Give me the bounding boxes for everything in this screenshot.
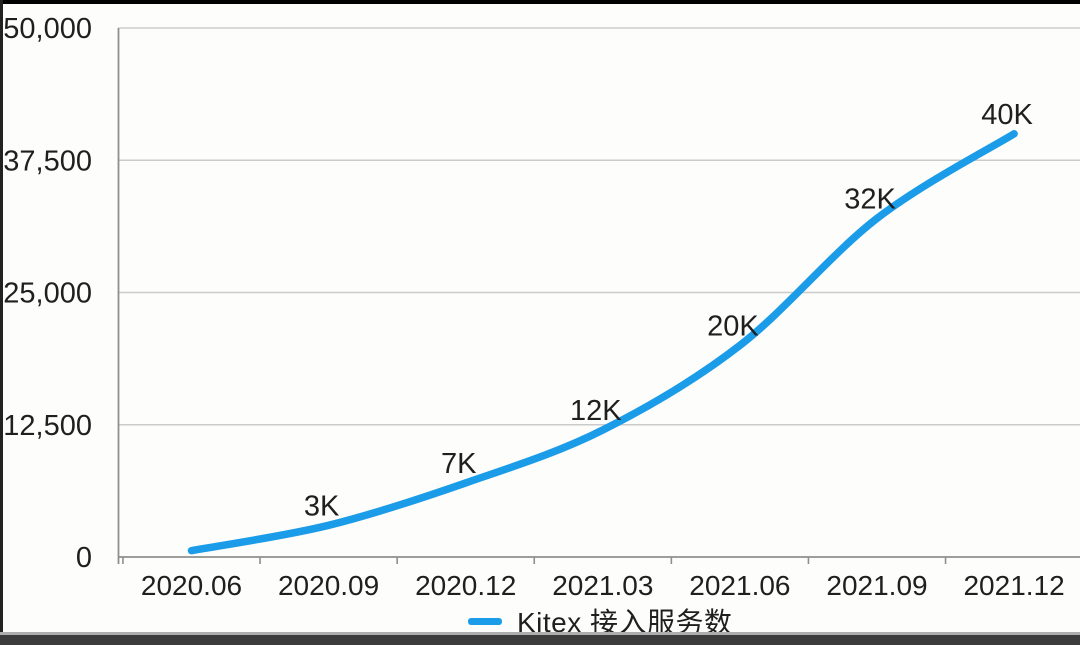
x-axis-tick-label: 2021.03	[552, 570, 653, 601]
y-axis-labels-group: 0 12,500 25,000 37,500 50,000	[3, 13, 92, 574]
data-point-label: 3K	[304, 490, 340, 522]
series-group	[187, 130, 1018, 555]
bottom-divider-line	[0, 632, 1080, 635]
gridlines-group	[118, 27, 1080, 426]
left-border	[0, 0, 3, 645]
x-axis-tick-label: 2021.06	[689, 570, 790, 601]
x-axis-labels-group: 2020.06 2020.09 2020.12 2021.03 2021.06 2021.…	[141, 570, 1065, 601]
data-point-label: 32K	[844, 183, 896, 215]
data-point-label: 20K	[707, 310, 759, 342]
series-line-kitex	[187, 130, 1018, 555]
data-labels-group: 3K 7K 12K 20K 32K 40K	[304, 99, 1034, 522]
x-axis-tick-label: 2021.09	[826, 570, 927, 601]
y-axis-tick-label: 37,500	[3, 145, 92, 177]
y-axis-tick-label: 12,500	[3, 410, 92, 442]
axes-group	[117, 28, 1080, 564]
legend-line-swatch	[468, 617, 502, 625]
top-border	[0, 0, 1080, 4]
x-axis-tick-label: 2020.09	[278, 570, 379, 601]
data-point-label: 40K	[981, 99, 1033, 131]
y-axis-tick-label: 0	[76, 542, 92, 574]
x-axis-tick-label: 2020.06	[141, 570, 242, 601]
data-point-label: 12K	[570, 395, 622, 427]
y-axis-tick-label: 25,000	[3, 278, 92, 310]
x-axis-tick-label: 2021.12	[963, 570, 1064, 601]
x-axis-tick-label: 2020.12	[415, 570, 516, 601]
bottom-border	[0, 635, 1080, 645]
y-axis-tick-label: 50,000	[3, 13, 92, 45]
data-point-label: 7K	[441, 448, 477, 480]
